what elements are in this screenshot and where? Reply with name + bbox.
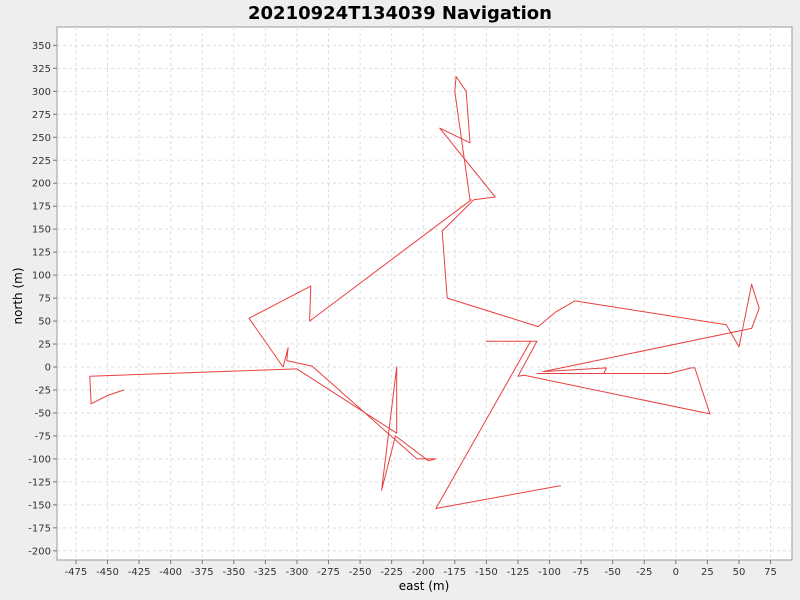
y-tick-label: 200 xyxy=(32,179,51,190)
y-tick-label: 0 xyxy=(45,363,51,374)
y-tick-label: -100 xyxy=(28,454,51,465)
y-tick-label: 225 xyxy=(32,156,51,167)
y-tick-label: 250 xyxy=(32,133,51,144)
x-axis-label: east (m) xyxy=(399,579,450,593)
x-tick-label: -50 xyxy=(604,567,620,578)
y-tick-label: 300 xyxy=(32,87,51,98)
y-tick-label: 150 xyxy=(32,225,51,236)
x-tick-label: -400 xyxy=(159,567,182,578)
x-tick-label: -275 xyxy=(317,567,340,578)
x-tick-label: -325 xyxy=(254,567,277,578)
y-tick-label: 325 xyxy=(32,64,51,75)
y-tick-label: 25 xyxy=(38,340,51,351)
y-tick-label: 275 xyxy=(32,110,51,121)
x-tick-label: 25 xyxy=(701,567,714,578)
y-tick-label: 50 xyxy=(38,317,51,328)
series-group xyxy=(89,76,760,509)
x-tick-label: -375 xyxy=(191,567,214,578)
y-tick-label: 100 xyxy=(32,271,51,282)
x-tick-label: 75 xyxy=(764,567,777,578)
x-tick-label: -175 xyxy=(443,567,466,578)
y-tick-label: 175 xyxy=(32,202,51,213)
y-tick-label: 75 xyxy=(38,294,51,305)
y-axis-ticks: -200 -175 -150 -125 -100 -75 -50 -25 0 25 50 75 100 1… xyxy=(28,41,57,557)
y-tick-label: 350 xyxy=(32,41,51,52)
y-tick-label: 125 xyxy=(32,248,51,259)
plot-area xyxy=(56,26,793,561)
x-tick-label: -150 xyxy=(475,567,498,578)
x-tick-label: -25 xyxy=(636,567,652,578)
y-tick-label: -150 xyxy=(28,500,51,511)
navigation-track-line xyxy=(89,76,760,509)
x-tick-label: -300 xyxy=(286,567,309,578)
gridlines xyxy=(57,27,792,560)
y-axis-label: north (m) xyxy=(11,267,25,324)
y-tick-label: -125 xyxy=(28,477,51,488)
x-tick-label: -75 xyxy=(573,567,589,578)
x-tick-label: 0 xyxy=(673,567,679,578)
x-tick-label: -100 xyxy=(538,567,561,578)
x-tick-label: -250 xyxy=(349,567,372,578)
y-tick-label: -75 xyxy=(35,431,51,442)
x-axis-ticks: -475 -450 -425 -400 -375 -350 -325 -300 -275 -250… xyxy=(65,560,777,578)
y-tick-label: -175 xyxy=(28,523,51,534)
x-tick-label: -200 xyxy=(412,567,435,578)
y-tick-label: -200 xyxy=(28,546,51,557)
y-tick-label: -50 xyxy=(35,408,51,419)
x-tick-label: -225 xyxy=(380,567,403,578)
x-tick-label: -450 xyxy=(96,567,119,578)
x-tick-label: -125 xyxy=(507,567,530,578)
y-tick-label: -25 xyxy=(35,385,51,396)
chart-title: 20210924T134039 Navigation xyxy=(248,3,552,24)
x-tick-label: -425 xyxy=(128,567,151,578)
x-tick-label: -350 xyxy=(222,567,245,578)
x-tick-label: 50 xyxy=(733,567,746,578)
x-tick-label: -475 xyxy=(65,567,88,578)
